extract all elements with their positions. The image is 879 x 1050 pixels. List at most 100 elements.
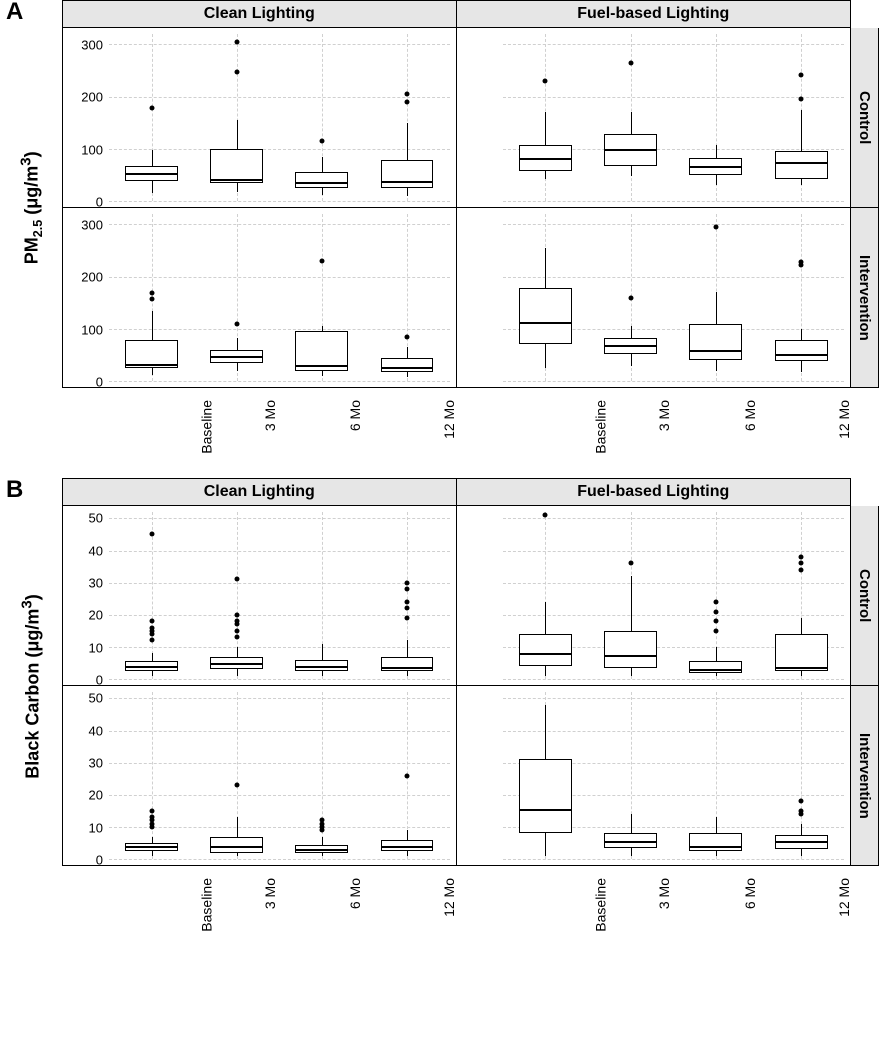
box [775, 634, 828, 671]
ytick-label: 200 [67, 270, 103, 285]
outlier-point [713, 609, 718, 614]
whisker-lower [237, 183, 238, 192]
outlier-point [404, 99, 409, 104]
plot-area [109, 692, 450, 859]
ytick-label: 200 [67, 90, 103, 105]
grid-line-h [503, 224, 845, 225]
whisker-lower [716, 851, 717, 856]
whisker-lower [716, 175, 717, 185]
ytick-label: 30 [67, 756, 103, 771]
plot-area [109, 34, 450, 201]
ytick-label: 10 [67, 640, 103, 655]
ytick-label: 40 [67, 543, 103, 558]
whisker-upper [801, 618, 802, 634]
outlier-point [149, 625, 154, 630]
whisker-lower [322, 371, 323, 376]
whisker-upper [801, 824, 802, 835]
whisker-lower [152, 851, 153, 856]
box [210, 149, 263, 183]
col-strip-clean: Clean Lighting [62, 0, 457, 28]
median-line [382, 667, 433, 669]
outlier-point [799, 808, 804, 813]
whisker-lower [545, 171, 546, 179]
outlier-point [799, 97, 804, 102]
outlier-point [234, 619, 239, 624]
xtick-label: 6 Mo [348, 400, 364, 431]
outlier-point [149, 815, 154, 820]
plot-area [109, 214, 450, 381]
panel-B: B Clean Lighting Fuel-based Lighting Bla… [0, 478, 879, 936]
grid-line-h [503, 679, 845, 680]
whisker-upper [322, 837, 323, 845]
median-line [296, 849, 347, 851]
box [295, 660, 348, 671]
whisker-lower [407, 372, 408, 377]
median-line [690, 166, 741, 168]
whisker-lower [631, 166, 632, 176]
xaxis-row-A: Baseline3 Mo6 Mo12 Mo Baseline3 Mo6 Mo12… [62, 388, 851, 458]
whisker-lower [152, 671, 153, 676]
grid-line-h [503, 518, 845, 519]
grid-line-h [109, 329, 450, 330]
outlier-point [799, 554, 804, 559]
col-strip-clean-B: Clean Lighting [62, 478, 457, 506]
median-line [296, 182, 347, 184]
median-line [776, 354, 827, 356]
outlier-point [149, 619, 154, 624]
grid-line-h [109, 795, 450, 796]
outlier-point [404, 580, 409, 585]
outlier-point [149, 291, 154, 296]
col-strip-fuel: Fuel-based Lighting [457, 0, 852, 28]
whisker-upper [716, 647, 717, 661]
whisker-lower [716, 360, 717, 370]
outlier-point [149, 808, 154, 813]
xtick-label: 12 Mo [836, 878, 852, 917]
grid-line-h [109, 149, 450, 150]
xtick-label: 3 Mo [656, 878, 672, 909]
box [689, 158, 742, 175]
whisker-lower [322, 188, 323, 195]
ylabel-cell-A: PM2.5 (μg/m3) [0, 28, 62, 388]
median-line [520, 653, 571, 655]
xaxis-cell-A-left: Baseline3 Mo6 Mo12 Mo [62, 388, 457, 458]
whisker-upper [322, 157, 323, 173]
outlier-point [234, 635, 239, 640]
whisker-lower [407, 188, 408, 196]
outlier-point [799, 260, 804, 265]
whisker-lower [545, 833, 546, 855]
outlier-point [319, 138, 324, 143]
box [604, 833, 657, 847]
ytick-label: 50 [67, 511, 103, 526]
plot-area [109, 512, 450, 679]
box [210, 657, 263, 670]
outlier-point [713, 619, 718, 624]
ytick-label: 30 [67, 576, 103, 591]
grid-line-h [503, 859, 845, 860]
whisker-lower [801, 671, 802, 676]
outlier-point [799, 561, 804, 566]
whisker-lower [237, 853, 238, 856]
grid-line-h [109, 551, 450, 552]
xtick-label: Baseline [593, 878, 609, 932]
grid-line-h [109, 647, 450, 648]
facet-B-fuel-intervention [457, 686, 852, 866]
box [381, 160, 434, 188]
median-line [776, 162, 827, 164]
grid-line-h [503, 201, 845, 202]
xtick-label: 12 Mo [441, 878, 457, 917]
outlier-point [799, 567, 804, 572]
box [775, 835, 828, 849]
grid-line-h [109, 381, 450, 382]
facet-A-clean-control: 0100200300 [62, 28, 457, 208]
whisker-upper [545, 112, 546, 144]
whisker-lower [716, 673, 717, 676]
panel-A: A Clean Lighting Fuel-based Lighting PM2… [0, 0, 879, 458]
whisker-upper [407, 347, 408, 357]
box [604, 631, 657, 668]
facet-grid-B: Clean Lighting Fuel-based Lighting Black… [0, 478, 879, 936]
grid-line-h [109, 277, 450, 278]
outlier-point [628, 295, 633, 300]
box [689, 661, 742, 672]
box [519, 634, 572, 666]
outlier-point [799, 72, 804, 77]
